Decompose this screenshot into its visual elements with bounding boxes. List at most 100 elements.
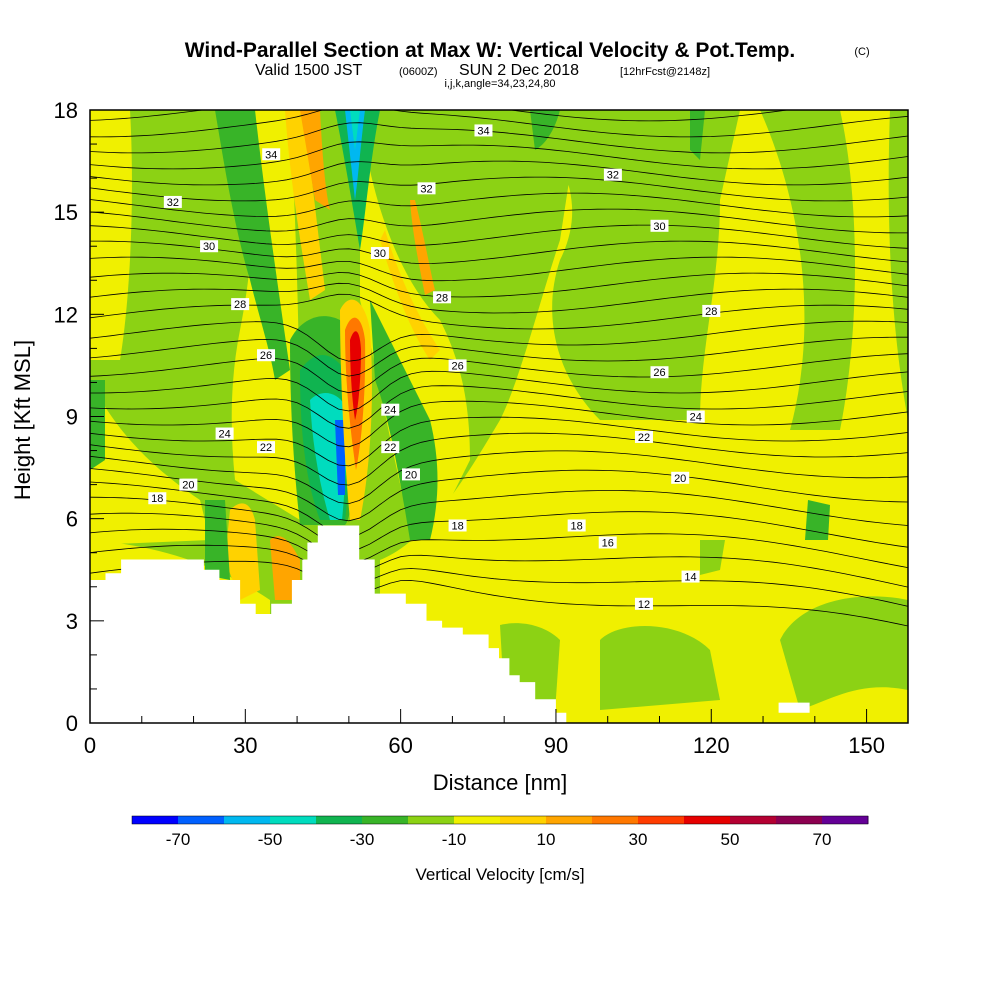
chart-title: Wind-Parallel Section at Max W: Vertical… <box>185 39 796 62</box>
colorbar-swatch <box>132 816 179 824</box>
contour-label: 28 <box>705 306 717 318</box>
theta-contour-line <box>90 224 908 249</box>
velocity-region <box>300 110 330 210</box>
contour-label-box <box>681 570 700 583</box>
x-tick-label: 120 <box>693 733 730 758</box>
terrain-mask <box>90 525 567 723</box>
theta-contour-line <box>90 370 908 412</box>
theta-contour-line <box>90 122 908 154</box>
terrain-mask <box>778 702 810 713</box>
contour-label-box <box>634 430 653 443</box>
x-tick-label: 30 <box>233 733 257 758</box>
velocity-region <box>350 110 360 150</box>
theta-contour-line <box>90 110 908 138</box>
contour-label-box <box>200 240 219 253</box>
colorbar-swatch <box>454 816 501 824</box>
theta-contour-line <box>90 450 908 505</box>
contour-label-box <box>650 366 669 379</box>
contour-label-box <box>567 519 586 532</box>
contour-label-box <box>417 182 436 195</box>
contour-label: 34 <box>265 149 277 161</box>
colorbar-swatch <box>776 816 823 824</box>
y-tick-label: 6 <box>66 507 78 532</box>
theta-contour-line <box>90 481 908 537</box>
colorbar-swatch <box>822 816 869 824</box>
x-tick-label: 60 <box>388 733 412 758</box>
velocity-region <box>380 230 440 360</box>
contour-label: 20 <box>405 469 417 481</box>
velocity-field <box>90 110 908 723</box>
contour-label-box <box>598 536 617 549</box>
contour-label-box <box>702 304 721 317</box>
contour-label: 24 <box>384 405 396 417</box>
colorbar-tick-label: 30 <box>629 830 648 849</box>
contour-label: 14 <box>684 572 696 584</box>
velocity-region <box>520 110 740 420</box>
x-axis-label: Distance [nm] <box>433 770 568 795</box>
theta-contour-line <box>90 282 908 314</box>
velocity-region <box>760 110 855 430</box>
contour-label: 32 <box>607 170 619 182</box>
contour-label-box <box>634 597 653 610</box>
colorbar-swatch <box>224 816 271 824</box>
theta-contour-line <box>90 432 908 486</box>
x-tick-label: 0 <box>84 733 96 758</box>
contour-label-box <box>257 349 276 362</box>
colorbar-tick-label: 50 <box>721 830 740 849</box>
theta-contour-line <box>90 208 908 234</box>
theta-contour-line <box>90 560 908 627</box>
theta-contours <box>90 110 908 627</box>
y-axis-label: Height [Kft MSL] <box>10 340 35 500</box>
contour-label-box <box>381 441 400 454</box>
valid-utc: (0600Z) <box>399 66 438 78</box>
theta-contour-line <box>90 544 908 607</box>
contour-label: 26 <box>260 350 272 362</box>
velocity-region <box>530 110 560 150</box>
y-tick-label: 3 <box>66 609 78 634</box>
contour-label-box <box>179 478 198 491</box>
contour-label: 28 <box>234 299 246 311</box>
contour-label: 30 <box>203 241 215 253</box>
theta-contour-line <box>90 141 908 170</box>
colorbar-swatch <box>316 816 363 824</box>
theta-contour-labels: 34 34 32 32 32 30 30 30 28 28 28 26 26 26 24 24 24 22 22 22… <box>148 124 721 611</box>
contour-label-box <box>381 403 400 416</box>
contour-label: 30 <box>374 248 386 260</box>
velocity-region <box>410 200 435 295</box>
theta-contour-line <box>90 256 908 282</box>
theta-contour-line <box>90 110 791 122</box>
contour-label-box <box>448 359 467 372</box>
theta-contour-line <box>90 512 908 568</box>
theta-contour-line <box>90 416 908 467</box>
velocity-region <box>90 110 132 360</box>
colorbar-swatch <box>638 816 685 824</box>
velocity-region <box>690 110 705 160</box>
contour-label: 12 <box>638 599 650 611</box>
theta-contour-line <box>90 336 908 377</box>
velocity-region <box>90 380 105 470</box>
theta-contour-line <box>90 320 908 362</box>
theta-contour-line <box>90 353 908 394</box>
y-tick-label: 0 <box>66 711 78 736</box>
theta-contour-line <box>90 176 908 202</box>
title-units: (C) <box>854 46 869 58</box>
velocity-region <box>805 500 830 540</box>
colorbar-tick-label: 10 <box>537 830 556 849</box>
colorbar-swatch <box>592 816 639 824</box>
contour-label-box <box>148 492 167 505</box>
colorbar-frame <box>131 815 869 825</box>
contour-label-box <box>603 168 622 181</box>
velocity-region <box>205 500 230 580</box>
contour-label-box <box>686 410 705 423</box>
velocity-region <box>888 110 908 420</box>
theta-contour-line <box>90 528 908 588</box>
contour-label: 18 <box>151 493 163 505</box>
contour-label: 26 <box>451 360 463 372</box>
colorbar-swatch <box>408 816 455 824</box>
theta-contour-line <box>90 160 908 186</box>
valid-time: Valid 1500 JST <box>255 62 363 79</box>
y-axis-ticks: 0 3 6 9 12 15 18 <box>54 98 104 736</box>
colorbar-tick-label: 70 <box>813 830 832 849</box>
contour-label-box <box>401 468 420 481</box>
